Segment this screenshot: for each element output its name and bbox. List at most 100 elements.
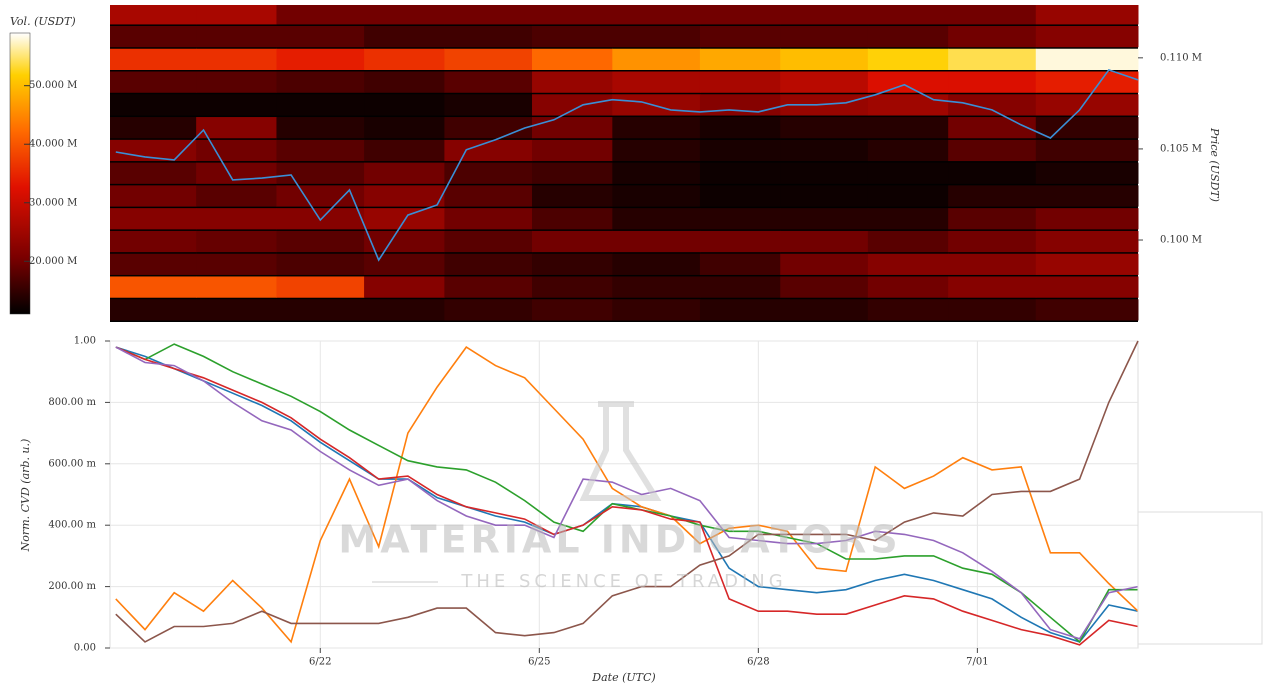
watermark: MATERIAL INDICATORS THE SCIENCE OF TRADI…: [338, 401, 901, 592]
heatmap-cell: [110, 253, 197, 275]
heatmap-cell: [1035, 230, 1139, 253]
heatmap-cell: [276, 299, 365, 321]
heatmap-cell: [276, 276, 365, 298]
heatmap-cell: [444, 71, 533, 93]
heatmap-cell: [699, 162, 781, 184]
heatmap-cell: [276, 230, 365, 253]
legend-box: [1137, 511, 1263, 645]
heatmap-cell: [276, 5, 365, 25]
heatmap-cell: [444, 276, 533, 298]
heatmap-cell: [1035, 299, 1139, 321]
heatmap-cell: [444, 139, 533, 162]
heatmap-cell: [867, 25, 949, 48]
heatmap-cell: [110, 117, 197, 139]
heatmap-cell: [532, 299, 613, 321]
heatmap-cell: [276, 71, 365, 93]
heatmap-cell: [1035, 71, 1139, 93]
heatmap-cell: [110, 94, 197, 116]
heatmap-cell: [196, 185, 277, 207]
heatmap-cell: [532, 162, 613, 184]
y-axis-title: Norm. CVD (arb. u.): [19, 439, 32, 553]
heatmap-cell: [364, 25, 445, 48]
heatmap-cell: [867, 299, 949, 321]
heatmap-cell: [532, 139, 613, 162]
heatmap-cell: [699, 139, 781, 162]
colorbar-tick-label: 20.000 M: [29, 256, 77, 267]
heatmap-cell: [699, 230, 781, 253]
heatmap-cell: [196, 162, 277, 184]
heatmap-cell: [444, 185, 533, 207]
heatmap-cell: [276, 253, 365, 275]
heatmap-cell: [196, 230, 277, 253]
heatmap-cell: [699, 208, 781, 230]
heatmap-cell: [444, 48, 533, 70]
heatmap-cell: [948, 117, 1037, 139]
heatmap-cell: [612, 25, 701, 48]
heatmap-cell: [867, 253, 949, 275]
watermark-subtitle: THE SCIENCE OF TRADING: [460, 571, 786, 592]
x-tick-label: 6/28: [747, 657, 769, 668]
heatmap-cell: [444, 208, 533, 230]
heatmap-cell: [948, 94, 1037, 116]
colorbar-tick-label: 50.000 M: [29, 80, 77, 91]
heatmap-cell: [867, 230, 949, 253]
heatmap-cell: [364, 162, 445, 184]
heatmap-cell: [948, 139, 1037, 162]
y-tick-label: 200.00 m: [48, 581, 96, 592]
heatmap-cell: [110, 25, 197, 48]
heatmap-cell: [364, 276, 445, 298]
heatmap-cell: [780, 230, 869, 253]
heatmap-cell: [110, 162, 197, 184]
heatmap-cell: [948, 299, 1037, 321]
x-tick-label: 6/22: [309, 657, 331, 668]
heatmap-cell: [276, 162, 365, 184]
heatmap-cell: [699, 71, 781, 93]
heatmap-cell: [532, 48, 613, 70]
heatmap-cell: [110, 208, 197, 230]
colorbar-tick-label: 40.000 M: [29, 139, 77, 150]
price-axis-title: Price (USDT): [1208, 127, 1221, 202]
series-line: [115, 343, 1138, 644]
heatmap-cell: [1035, 185, 1139, 207]
heatmap-cell: [532, 25, 613, 48]
heatmap-cell: [532, 71, 613, 93]
heatmap-cell: [532, 185, 613, 207]
heatmap-cell: [780, 276, 869, 298]
heatmap-cell: [1035, 94, 1139, 116]
heatmap-cell: [780, 117, 869, 139]
heatmap-cell: [276, 117, 365, 139]
heatmap-cell: [948, 25, 1037, 48]
series-line: [115, 340, 1139, 643]
heatmap-cell: [612, 139, 701, 162]
heatmap-cell: [948, 208, 1037, 230]
heatmap-cell: [699, 299, 781, 321]
heatmap-cell: [867, 276, 949, 298]
heatmap-cell: [444, 117, 533, 139]
heatmap-cell: [612, 94, 701, 116]
heatmap-cell: [780, 185, 869, 207]
heatmap-cell: [1035, 253, 1139, 275]
y-tick-label: 400.00 m: [48, 520, 96, 531]
heatmap-cell: [196, 48, 277, 70]
heatmap-cell: [196, 299, 277, 321]
series-line: [115, 346, 1139, 646]
watermark-title: MATERIAL INDICATORS: [338, 518, 901, 562]
series-line: [115, 346, 1139, 643]
heatmap-cell: [364, 71, 445, 93]
heatmap-cell: [444, 5, 533, 25]
price-tick-label: 0.100 M: [1160, 235, 1202, 246]
series-line: [115, 68, 1139, 262]
heatmap-cell: [364, 208, 445, 230]
heatmap-cell: [364, 94, 445, 116]
heatmap-cell: [110, 299, 197, 321]
heatmap-cell: [948, 185, 1037, 207]
heatmap-cell: [948, 276, 1037, 298]
heatmap-cell: [444, 94, 533, 116]
heatmap-cell: [276, 94, 365, 116]
y-tick-label: 800.00 m: [48, 397, 96, 408]
heatmap-cell: [948, 48, 1037, 70]
heatmap-cell: [612, 71, 701, 93]
heatmap-cell: [780, 139, 869, 162]
heatmap-cell: [444, 230, 533, 253]
